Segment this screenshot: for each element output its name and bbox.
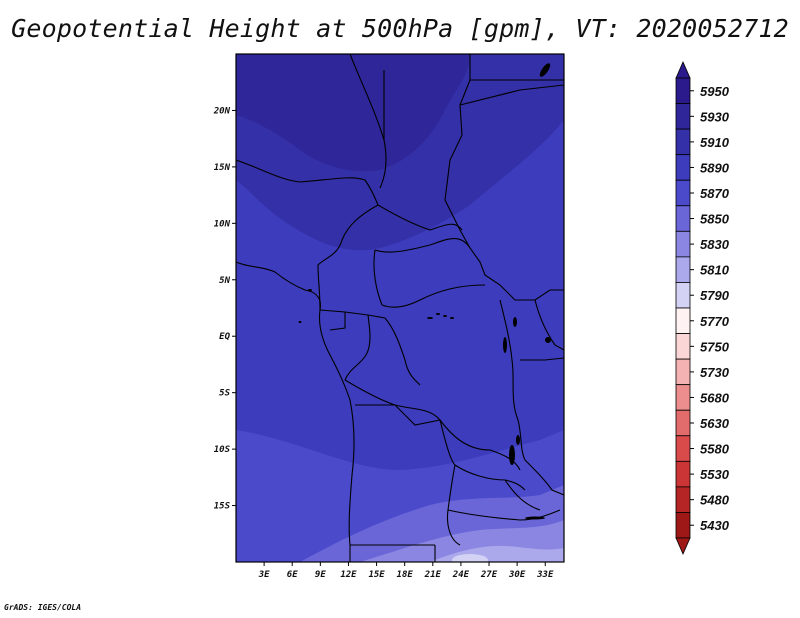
colorbar-label: 5910 [700, 135, 730, 150]
lon-tick-label: 9E [315, 570, 326, 580]
colorbar-label: 5870 [700, 186, 730, 201]
lat-tick-label: 20N [213, 106, 231, 116]
colorbar-label: 5680 [700, 390, 730, 405]
colorbar-swatch [675, 282, 691, 309]
country-boundaries [236, 54, 564, 562]
colorbar: 5950 5930 5910 5890 5870 5850 5830 5810 5790 5770… [675, 61, 730, 555]
colorbar-swatch [675, 435, 691, 462]
colorbar-swatch [675, 154, 691, 181]
colorbar-swatch [675, 205, 691, 232]
lon-tick-label: 33E [536, 570, 554, 580]
lon-tick-label: 18E [397, 570, 414, 580]
lon-tick-label: 27E [480, 570, 498, 580]
colorbar-top-arrow [675, 61, 691, 79]
colorbar-swatch [675, 230, 691, 258]
colorbar-label: 5830 [700, 237, 730, 252]
chart-title: Geopotential Height at 500hPa [gpm], VT:… [11, 14, 789, 43]
lon-tick-label: 3E [258, 570, 270, 580]
lat-tick-label: 10N [214, 219, 231, 229]
colorbar-label: 5950 [700, 84, 730, 99]
height-field-5790-south [452, 554, 488, 562]
colorbar-label: 5580 [700, 442, 730, 457]
height-field-5930-north [236, 54, 470, 172]
colorbar-swatch [675, 486, 691, 513]
colorbar-label: 5810 [700, 263, 730, 278]
lat-tick-label: 15N [214, 163, 231, 173]
colorbar-label: 5890 [700, 160, 730, 175]
lat-tick-label: EQ [219, 332, 230, 342]
lat-tick-label: 5N [219, 276, 230, 286]
colorbar-swatch [675, 256, 691, 283]
colorbar-swatch [675, 179, 691, 207]
colorbar-label: 5730 [700, 365, 730, 380]
colorbar-label: 5930 [700, 109, 730, 124]
colorbar-label: 5850 [700, 212, 730, 227]
lon-tick-label: 6E [287, 570, 298, 580]
lon-tick-label: 24E [452, 570, 470, 580]
colorbar-label: 5530 [700, 467, 730, 482]
colorbar-swatch [675, 307, 691, 334]
colorbar-swatch [675, 384, 691, 411]
lon-tick-label: 15E [368, 570, 385, 580]
lat-tick-label: 10S [214, 445, 231, 455]
lon-tick-label: 30E [508, 570, 526, 580]
credit-text: GrADS: IGES/COLA [4, 603, 82, 612]
lat-tick-label: 5S [219, 389, 230, 399]
colorbar-label: 5790 [700, 288, 730, 303]
lat-tick-label: 15S [214, 502, 231, 512]
colorbar-swatch [675, 103, 691, 130]
latitude-axis: 20N 15N 10N 5N EQ 5S 10S 15S [213, 106, 236, 512]
map-panel [236, 54, 564, 562]
colorbar-swatch [675, 333, 691, 360]
colorbar-label: 5480 [700, 493, 730, 508]
colorbar-label: 5430 [700, 518, 730, 533]
colorbar-swatch [675, 358, 691, 386]
longitude-axis: 3E 6E 9E 12E 15E 18E 21E 24E 27E 30E 33E [258, 562, 554, 580]
colorbar-label: 5750 [700, 339, 730, 354]
colorbar-swatch [675, 128, 691, 156]
map-frame [235, 53, 565, 563]
colorbar-swatch [675, 77, 691, 104]
colorbar-label: 5770 [700, 314, 730, 329]
colorbar-swatch [675, 460, 691, 488]
colorbar-label: 5630 [700, 416, 730, 431]
lakes [298, 63, 551, 520]
colorbar-bottom-arrow [675, 537, 691, 555]
colorbar-swatch [675, 512, 691, 539]
colorbar-swatch [675, 409, 691, 437]
lon-tick-label: 21E [424, 570, 442, 580]
lon-tick-label: 12E [340, 570, 357, 580]
